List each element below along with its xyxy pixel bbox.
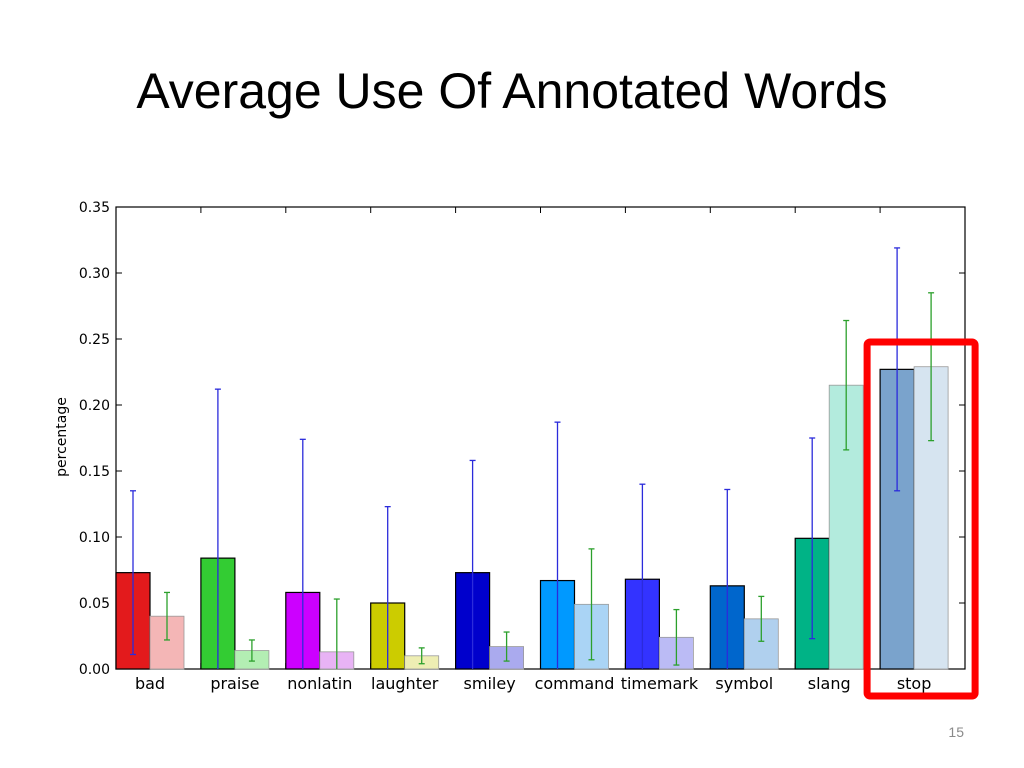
y-tick-label: 0.15 <box>79 464 110 480</box>
x-tick-label-nonlatin: nonlatin <box>287 674 352 693</box>
x-tick-label-bad: bad <box>135 674 165 693</box>
x-tick-label-symbol: symbol <box>715 674 773 693</box>
x-tick-label-command: command <box>535 674 615 693</box>
plot-area: 0.00 0.05 0.10 0.15 0.20 0.25 0.30 0.35 bad prais… <box>79 200 979 700</box>
y-tick-label: 0.35 <box>79 200 110 216</box>
y-tick-label: 0.30 <box>79 266 110 282</box>
x-tick-label-timemark: timemark <box>621 674 699 693</box>
y-tick-label: 0.10 <box>79 530 110 546</box>
y-tick-label: 0.05 <box>79 596 110 612</box>
x-tick-label-praise: praise <box>210 674 259 693</box>
y-axis-label: percentage <box>54 397 70 477</box>
x-tick-label-laughter: laughter <box>371 674 439 693</box>
slide-title: Average Use Of Annotated Words <box>136 63 888 119</box>
highlight-box-stop <box>863 338 979 700</box>
y-tick-label: 0.20 <box>79 398 110 414</box>
page-number: 15 <box>948 724 964 740</box>
y-tick-label: 0.00 <box>79 662 110 678</box>
y-tick-label: 0.25 <box>79 332 110 348</box>
x-tick-label-stop: stop <box>897 674 932 693</box>
x-tick-label-slang: slang <box>808 674 851 693</box>
x-tick-label-smiley: smiley <box>464 674 516 693</box>
